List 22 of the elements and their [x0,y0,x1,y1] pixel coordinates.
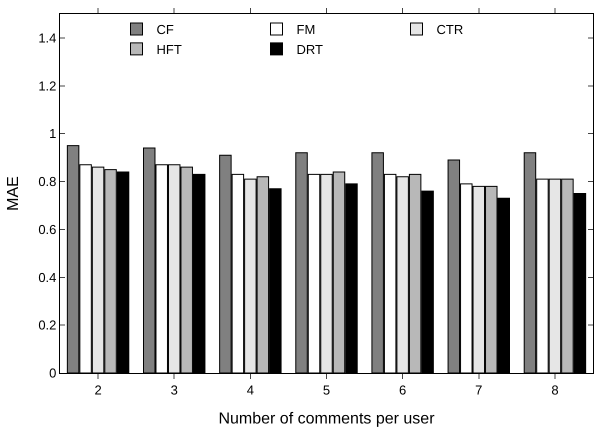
x-axis-title: Number of comments per user [218,410,436,428]
y-tick-label: 1 [49,126,56,142]
x-tick-label: 8 [551,382,559,398]
y-tick-label: 0 [49,366,56,381]
y-tick-label: 0.4 [38,270,56,285]
legend-label: DRT [296,42,324,57]
legend-label: FM [296,22,316,38]
y-tick-label: 0.2 [38,318,56,333]
x-tick-label: 7 [475,382,482,398]
y-tick-label: 1.2 [38,78,56,94]
legend-label: HFT [156,42,182,57]
y-tick-label: 1.4 [38,30,56,46]
x-tick-label: 4 [246,382,254,398]
x-tick-label: 3 [170,382,178,398]
y-tick-label: 0.6 [38,222,56,237]
x-tick-label: 6 [399,382,406,398]
legend-label: CTR [436,22,464,38]
x-tick-label: 5 [322,382,330,398]
legend-label: CF [156,22,174,38]
y-axis-title: MAE [5,176,22,211]
y-tick-label: 0.8 [38,174,56,190]
x-tick-label: 2 [94,382,102,398]
